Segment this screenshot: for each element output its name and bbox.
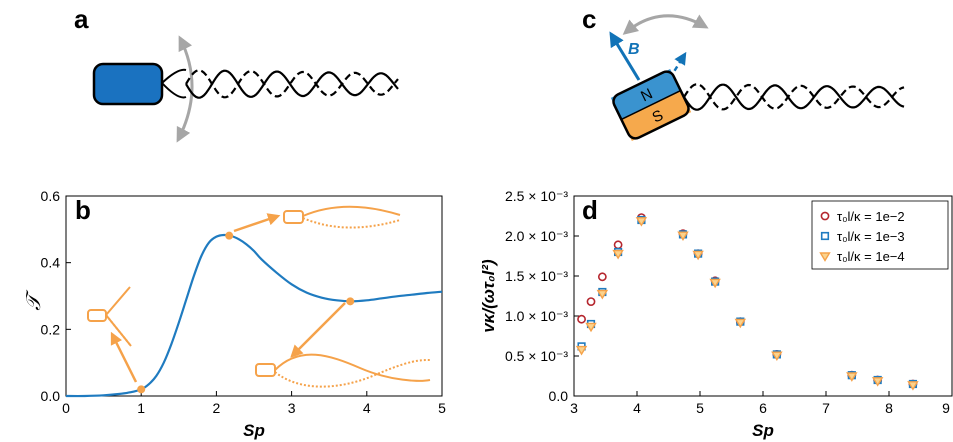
x-tick-label-b: 1 [137, 400, 145, 416]
inset-shape-peak [283, 210, 304, 224]
panel-c-letter: c [582, 4, 596, 34]
y-tick-label-b: 0.6 [41, 188, 61, 204]
point-series-2 [820, 231, 830, 241]
panel-c: c B N S [582, 4, 905, 142]
y-tick-label-d: 0.5 × 10⁻³ [505, 348, 568, 364]
flagellum-dashed-c [683, 83, 905, 111]
point-series-1 [820, 211, 830, 221]
b-field-arrow-dashed [663, 51, 687, 87]
bacterium-head [92, 62, 164, 106]
legend-entry: τ₀l/κ = 1e−4 [837, 249, 905, 264]
point-series-3 [734, 318, 747, 329]
y-tick-label-d: 1.5 × 10⁻³ [505, 268, 568, 284]
point-series-3 [709, 278, 721, 289]
panel-b-letter: b [75, 195, 91, 225]
point-series-3 [871, 377, 884, 387]
legend-box [811, 200, 949, 270]
legend-entry: τ₀l/κ = 1e−2 [837, 209, 905, 224]
y-tick-label-d: 1.0 × 10⁻³ [505, 308, 568, 324]
legend: τ₀l/κ = 1e−2 τ₀l/κ = 1e−3 τ₀l/κ = 1e−4 [811, 200, 949, 270]
inset-shape-valley [255, 363, 276, 377]
inset-shape-low-lines [105, 286, 132, 347]
point-series-3 [907, 381, 919, 391]
flagellum-hook [161, 68, 187, 99]
inset-shape-low [87, 309, 107, 322]
panel-d-xlabel: Sp [752, 421, 774, 440]
panel-d: d 3 4 5 6 7 8 9 0.0 0.5 × 10⁻³ 1.0 × 10⁻³ 1.5 × 10… [479, 188, 953, 440]
point-series-1 [586, 297, 596, 306]
x-tick-label-b: 4 [363, 400, 371, 416]
point-series-3 [575, 345, 588, 356]
flagellum-solid [185, 69, 399, 99]
b-field-arrow [609, 31, 641, 81]
curve-marker [225, 231, 234, 240]
x-tick-label-b: 2 [213, 400, 221, 416]
flagellum-solid-c [683, 83, 905, 111]
point-series-3 [635, 217, 648, 227]
magnet-head: N S [610, 68, 692, 142]
panel-b-frame [65, 195, 443, 397]
inset-shape-peak-solid [302, 205, 401, 217]
b-field-label: B [628, 41, 640, 58]
x-tick-label-d: 4 [633, 400, 641, 416]
point-series-3 [819, 252, 831, 262]
panel-a: a [74, 4, 399, 143]
point-series-3 [612, 249, 624, 260]
y-tick-label-d: 2.5 × 10⁻³ [505, 188, 568, 204]
panel-a-letter: a [74, 4, 89, 34]
curve-marker [137, 385, 146, 394]
point-series-1 [577, 314, 586, 324]
y-tick-label-d: 0.0 [549, 388, 569, 404]
legend-entry: τ₀l/κ = 1e−3 [837, 229, 905, 244]
x-tick-label-d: 9 [942, 400, 950, 416]
panel-b-xlabel: Sp [243, 421, 265, 440]
point-series-3 [585, 322, 597, 333]
x-tick-label-d: 7 [822, 400, 830, 416]
x-tick-label-d: 3 [570, 400, 578, 416]
y-tick-label-b: 0.2 [41, 321, 61, 337]
panel-d-ylabel: vκ/(ωτ₀l²) [479, 259, 498, 333]
flagellum-dashed [185, 69, 399, 99]
y-tick-label-d: 2.0 × 10⁻³ [505, 228, 568, 244]
inset-arrow-peak [233, 213, 281, 233]
inset-arrow-valley [290, 302, 346, 358]
x-tick-label-b: 5 [438, 400, 446, 416]
panel-b-ylabel: 𝒯 [21, 289, 45, 311]
panel-b: b 0 1 2 3 4 5 0.0 0.2 0.4 0.6 Sp 𝒯 [21, 188, 446, 440]
x-tick-label-b: 3 [288, 400, 296, 416]
point-series-3 [677, 231, 689, 242]
inset-arrow-low [110, 331, 138, 383]
point-series-1 [613, 240, 623, 250]
panel-d-letter: d [582, 195, 598, 225]
curve-marker [346, 297, 355, 306]
x-tick-label-d: 5 [696, 400, 704, 416]
y-tick-label-b: 0.0 [41, 388, 61, 404]
point-series-3 [771, 351, 783, 362]
point-series-3 [692, 250, 704, 261]
inset-shape-valley-dashed [274, 359, 431, 388]
inset-shape-valley-solid [274, 353, 431, 382]
x-tick-label-d: 8 [885, 400, 893, 416]
point-series-3 [596, 289, 609, 300]
point-series-3 [846, 372, 858, 382]
x-tick-label-d: 6 [759, 400, 767, 416]
rotation-arrow [176, 35, 194, 143]
thrust-curve [65, 233, 443, 398]
inset-shape-peak-dashed [302, 217, 401, 229]
x-tick-label-b: 0 [62, 400, 70, 416]
rotation-arrow-c [622, 14, 709, 35]
y-tick-label-b: 0.4 [41, 255, 61, 271]
point-series-1 [597, 272, 607, 282]
